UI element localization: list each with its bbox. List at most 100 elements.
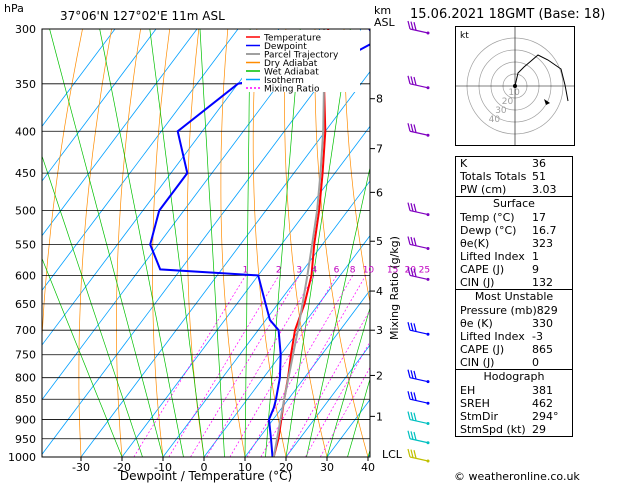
hodograph-block: Hodograph EH 381 SREH 462 StmDir 294° StmSpd (… [455,369,573,437]
hodograph-title: Hodograph [483,370,545,383]
wind-barb-flag [410,76,414,85]
index-label: CIN (J) [460,276,495,289]
datetime-title: 15.06.2021 18GMT (Base: 18) [410,7,606,22]
wind-barb-flag [413,412,417,421]
temperature-tick-label: 0 [201,461,208,474]
index-row: EH 381 [456,384,572,397]
wind-barb [409,274,429,280]
mixing-ratio-label: 20 [405,265,417,275]
wind-barb-flag [410,431,414,440]
isotherm-line [285,344,370,457]
km-tick-label: 7 [376,143,383,156]
index-row: θe(K) 323 [456,237,572,250]
storm-motion-marker [544,99,550,105]
mixing-ratio-line [229,275,337,457]
pressure-tick-label: 300 [15,23,36,36]
wind-barb-flag [413,450,417,459]
legend-entry: Dewpoint [264,42,307,52]
wind-barb-flag [410,322,414,331]
index-row: StmDir 294° [456,410,572,423]
wind-barb [409,377,429,383]
mixing-ratio-line [319,366,370,457]
index-value: 29 [532,423,546,436]
wet-adiabat-line [149,29,205,457]
wind-barb-dot [426,401,430,405]
wind-barb-flag [407,369,411,378]
wind-barb-flag [413,203,417,212]
index-row: CAPE (J) 865 [456,343,572,356]
index-row: PW (cm) 3.03 [456,183,572,196]
index-label: K [460,157,468,170]
parcel-trajectory-line [272,29,326,457]
isotherm-line [244,289,370,457]
wind-barb-dot [426,277,430,281]
index-value: 3.03 [532,183,557,196]
wind-barb-flag [407,20,411,30]
wind-barb [409,210,429,216]
temperature-tick-label: -30 [72,461,90,474]
wind-barb-dot [426,441,430,445]
index-value: 0 [532,356,539,369]
wind-barb-flag [413,237,417,246]
pressure-tick-label: 900 [15,414,36,427]
hodograph-ring-label: 40 [489,115,501,125]
index-value: 51 [532,170,546,183]
pressure-tick-label: 650 [15,298,36,311]
index-row: CIN (J) 132 [456,276,572,289]
index-value: 16.7 [532,224,557,237]
index-row: Lifted Index -3 [456,330,572,343]
wind-barb [409,28,429,34]
legend-entry: Isotherm [264,76,304,86]
legend-entry: Dry Adiabat [264,59,318,69]
wet-adiabat-line [326,306,370,457]
legend-entry: Mixing Ratio [264,85,320,95]
wind-barb-flag [407,75,411,84]
pressure-tick-label: 450 [15,167,36,180]
most-unstable-block: Most Unstable Pressure (mb) 829 θe (K) 330 L… [455,289,573,369]
wind-barb-flag [410,411,414,421]
index-label: PW (cm) [460,183,507,196]
wind-barb-flag [407,448,411,458]
indices-panel: K 36 Totals Totals 51 PW (cm) 3.03 Surface Te… [455,156,573,437]
index-row: Totals Totals 51 [456,170,572,183]
wind-barb-flag [410,391,414,400]
dry-adiabat-line [606,29,629,457]
mixing-ratio-label: 1 [243,265,249,275]
isotherm-line [80,71,370,457]
wind-barb-dot [426,332,430,336]
wind-barb-flag [413,392,417,401]
isotherm-line [42,29,321,401]
index-label: Dewp (°C) [460,224,517,237]
isotherm-line [42,29,239,291]
hodograph-trace [514,54,569,102]
index-row: StmSpd (kt) 29 [456,423,572,436]
wind-barb-flag [410,236,414,246]
temperature-tick-label: 30 [320,461,334,474]
legend-entry: Parcel Trajectory [264,51,339,61]
pressure-tick-label: 350 [15,78,36,91]
km-tick-label: 8 [376,93,383,106]
index-label: CIN (J) [460,356,495,369]
isotherm-line [203,234,370,457]
wind-barb-flag [407,267,411,276]
mixing-ratio-labels: 1 2 3 4 6 8 10 15 20 25 [243,265,430,275]
isotherm-line [42,29,157,182]
wind-barb-flag [407,322,411,331]
profile-lines [149,29,370,457]
index-value: 1 [532,250,539,263]
index-label: Pressure (mb) [460,304,537,317]
index-row: CIN (J) 0 [456,356,572,369]
wind-barb-flag [410,21,414,30]
indices-block: K 36 Totals Totals 51 PW (cm) 3.03 [455,156,573,196]
wind-barb-flag [413,370,417,380]
index-value: 132 [532,276,553,289]
dewpoint-line [149,29,370,457]
wind-barb-dot [426,380,430,384]
wind-barb [409,243,429,250]
index-label: Temp (°C) [460,211,515,224]
index-value: 829 [536,304,558,317]
wind-barb-dot [426,246,430,250]
isotherm-line [42,29,116,127]
temperature-tick-label: -10 [154,461,172,474]
